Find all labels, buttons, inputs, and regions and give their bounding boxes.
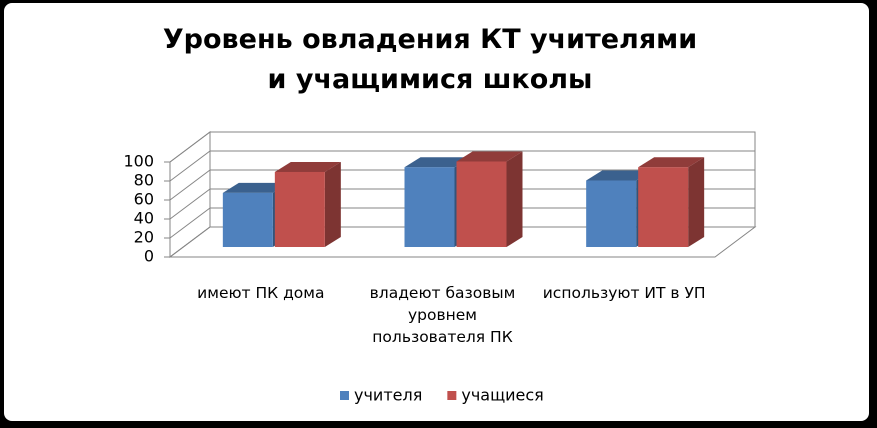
legend-swatch bbox=[447, 391, 457, 400]
grid-line bbox=[169, 226, 755, 258]
x-tick-label: используют ИТ в УП bbox=[542, 284, 706, 302]
bar-top bbox=[404, 157, 471, 168]
chart-title: Уровень овладения КТ учителями и учащими… bbox=[162, 24, 698, 95]
x-tick-label: имеют ПК дома bbox=[197, 284, 325, 302]
y-tick-label: 60 bbox=[134, 190, 154, 209]
grid-line bbox=[169, 188, 755, 220]
y-tick-label: 40 bbox=[134, 209, 154, 228]
bar-top bbox=[586, 170, 653, 181]
bar-top bbox=[222, 182, 289, 193]
grid-line bbox=[169, 169, 755, 201]
legend-label: учителя bbox=[354, 386, 422, 405]
y-tick-label: 100 bbox=[123, 152, 154, 171]
y-tick-label: 80 bbox=[134, 171, 154, 190]
bar-top bbox=[274, 161, 341, 172]
legend-swatch bbox=[340, 391, 349, 400]
bar bbox=[456, 161, 507, 247]
y-tick-label: 20 bbox=[134, 228, 154, 247]
grid-line bbox=[169, 150, 755, 182]
bar bbox=[274, 171, 325, 247]
bar bbox=[638, 167, 689, 247]
grid-line bbox=[169, 131, 755, 163]
bar-side bbox=[506, 151, 523, 247]
bar-side bbox=[324, 161, 341, 247]
grid-line bbox=[169, 207, 755, 239]
bar-top bbox=[638, 157, 705, 168]
legend-label: учащиеся bbox=[461, 386, 543, 405]
bar bbox=[586, 180, 637, 247]
bar-top bbox=[456, 151, 523, 162]
bar bbox=[222, 192, 273, 247]
bar bbox=[404, 167, 455, 247]
x-tick-label: владеют базовым уровнем пользователя ПК bbox=[369, 284, 516, 346]
y-tick-label: 0 bbox=[144, 247, 154, 266]
bar-side bbox=[688, 157, 705, 247]
